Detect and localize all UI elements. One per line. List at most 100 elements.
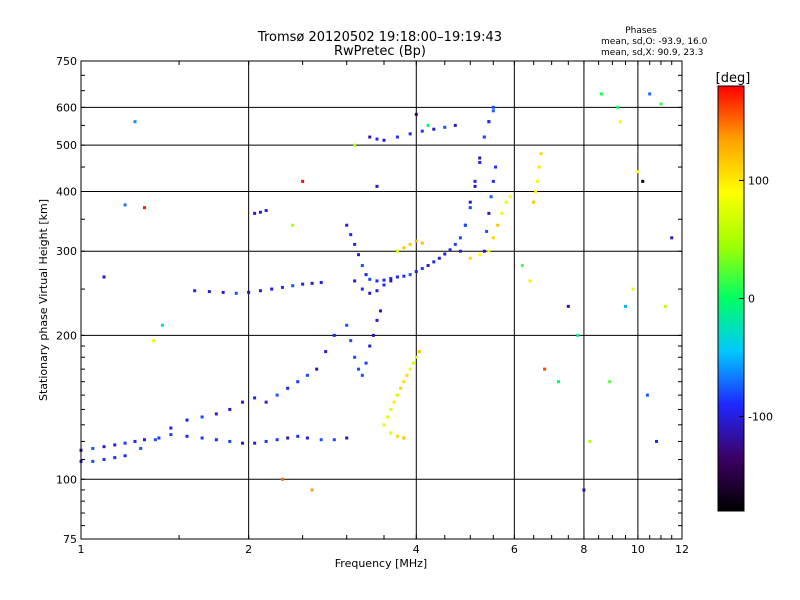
data-point <box>487 249 491 253</box>
x-tick-label: 4 <box>413 543 420 556</box>
data-point <box>357 367 361 371</box>
data-point <box>608 380 612 384</box>
phases-x-stats: mean, sd,X: 90.9, 23.3 <box>601 48 703 58</box>
data-point <box>102 457 106 461</box>
data-point <box>414 112 418 116</box>
y-axis-label: Stationary phase Virtual Height [km] <box>37 199 50 401</box>
data-point <box>185 434 189 438</box>
data-point <box>641 179 645 183</box>
data-point <box>402 274 406 278</box>
data-point <box>448 248 452 252</box>
data-point <box>264 209 268 213</box>
data-point <box>360 287 364 291</box>
data-point <box>375 289 379 293</box>
data-point <box>157 436 161 440</box>
data-point <box>382 138 386 142</box>
data-point <box>142 438 146 442</box>
data-point <box>623 304 627 308</box>
data-point <box>395 275 399 279</box>
chart-subtitle: RwPretec (Bp) <box>334 44 426 59</box>
data-point <box>487 120 491 124</box>
data-point <box>345 223 349 227</box>
data-point <box>214 438 218 442</box>
data-point <box>485 229 489 233</box>
data-point <box>200 415 204 419</box>
data-point <box>663 304 667 308</box>
x-tick-label: 6 <box>511 543 518 556</box>
data-point <box>91 446 95 450</box>
data-point <box>482 135 486 139</box>
y-tick-label: 750 <box>56 55 77 68</box>
x-tick-label: 2 <box>245 543 252 556</box>
data-point <box>382 283 386 287</box>
data-point <box>382 278 386 282</box>
data-point <box>417 350 421 354</box>
data-point <box>368 277 372 281</box>
y-tick-label: 300 <box>56 245 77 258</box>
data-point <box>382 423 386 427</box>
data-point <box>670 236 674 240</box>
data-point <box>353 242 357 246</box>
colorbar-ticks: 100 0 -100 <box>739 174 773 424</box>
data-point <box>368 135 372 139</box>
data-point <box>389 431 393 435</box>
data-point <box>301 282 305 286</box>
data-point <box>389 407 393 411</box>
data-point <box>458 249 462 253</box>
data-point <box>357 253 361 257</box>
data-point <box>234 291 238 295</box>
data-point <box>420 241 424 245</box>
data-point <box>345 323 349 327</box>
data-point <box>402 380 406 384</box>
x-axis-label: Frequency [MHz] <box>335 557 427 570</box>
data-point <box>270 287 274 291</box>
data-point <box>491 179 495 183</box>
data-point <box>534 189 538 193</box>
data-point <box>399 386 403 390</box>
data-point <box>296 434 300 438</box>
data-point <box>315 367 319 371</box>
data-point <box>478 253 482 257</box>
data-point <box>275 438 279 442</box>
data-point <box>91 459 95 463</box>
data-point <box>535 179 539 183</box>
data-point <box>364 273 368 277</box>
data-point <box>332 438 336 442</box>
data-point <box>345 436 349 440</box>
data-point <box>395 249 399 253</box>
data-point <box>493 165 497 169</box>
data-point <box>160 323 164 327</box>
data-point <box>253 396 257 400</box>
data-point <box>291 284 295 288</box>
data-point <box>458 236 462 240</box>
data-point <box>582 488 586 492</box>
data-point <box>142 206 146 210</box>
data-point <box>395 393 399 397</box>
data-point <box>402 436 406 440</box>
data-point <box>349 339 353 343</box>
data-point <box>258 210 262 214</box>
data-point <box>420 129 424 133</box>
data-point <box>528 279 532 283</box>
data-point <box>408 132 412 136</box>
data-point <box>153 438 157 442</box>
data-point <box>659 102 663 106</box>
data-point <box>532 200 536 204</box>
data-point <box>286 386 290 390</box>
data-point <box>426 123 430 127</box>
y-tick-label: 500 <box>56 139 77 152</box>
data-point <box>241 441 245 445</box>
data-point <box>247 290 251 294</box>
data-point <box>280 285 284 289</box>
x-tick-label: 12 <box>675 543 689 556</box>
data-point <box>599 92 603 96</box>
data-point <box>353 355 357 359</box>
data-point <box>375 137 379 141</box>
data-point <box>353 279 357 283</box>
data-point <box>437 256 441 260</box>
data-point <box>280 477 284 481</box>
data-point <box>432 260 436 264</box>
data-point <box>395 434 399 438</box>
data-point <box>286 436 290 440</box>
